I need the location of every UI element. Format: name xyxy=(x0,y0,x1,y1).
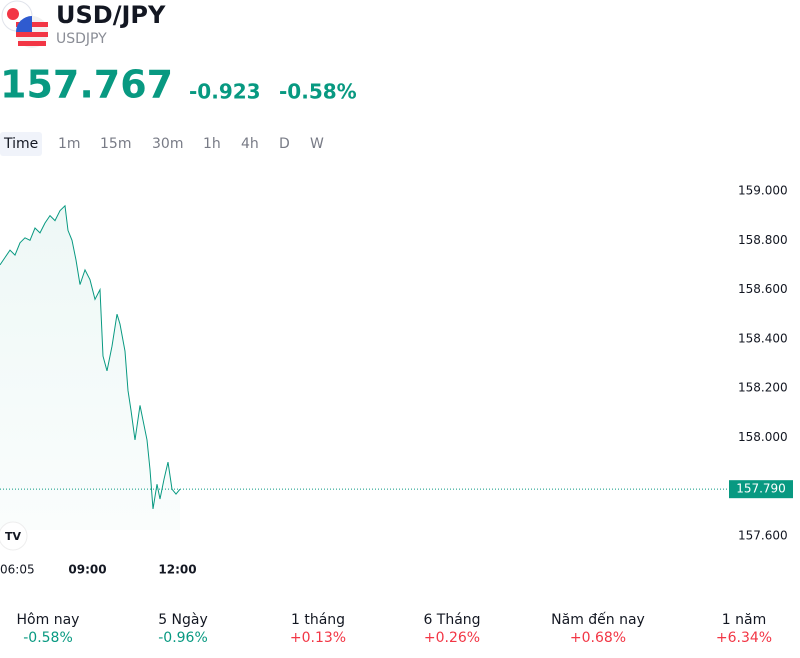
ticker: USDJPY xyxy=(56,31,107,47)
last-price-label: 157.790 xyxy=(736,482,786,496)
stat-value[interactable]: +0.26% xyxy=(424,630,480,646)
interval-button[interactable]: 4h xyxy=(241,136,259,152)
interval-button[interactable]: D xyxy=(279,136,290,152)
interval-button[interactable]: 15m xyxy=(100,136,131,152)
price: 157.767 xyxy=(0,63,173,107)
x-tick-label: 12:00 xyxy=(158,563,196,577)
y-tick-label: 158.400 xyxy=(738,331,788,345)
x-tick-label: 06:05 xyxy=(0,563,35,577)
interval-active-bg xyxy=(0,132,42,156)
y-tick-label: 157.600 xyxy=(738,529,788,543)
y-tick-label: 158.200 xyxy=(738,381,788,395)
area xyxy=(0,205,180,531)
stat-value[interactable]: -0.96% xyxy=(158,630,208,646)
stat-value[interactable]: +6.34% xyxy=(716,630,772,646)
stat-label[interactable]: Hôm nay xyxy=(17,612,80,628)
y-tick-label: 158.000 xyxy=(738,430,788,444)
change: -0.923 xyxy=(189,80,261,104)
last-price-box xyxy=(729,480,793,499)
jp-flag-dot xyxy=(7,8,19,20)
interval-button[interactable]: 1h xyxy=(203,136,221,152)
stat-label[interactable]: 1 năm xyxy=(722,612,766,628)
tv-logo: TV xyxy=(0,521,28,551)
y-tick-label: 158.600 xyxy=(738,282,788,296)
stat-label[interactable]: 1 tháng xyxy=(291,612,345,628)
svg-text:TV: TV xyxy=(5,530,22,543)
interval-button[interactable]: Time xyxy=(3,136,38,152)
y-tick-label: 159.000 xyxy=(738,184,788,198)
stat-value[interactable]: +0.68% xyxy=(570,630,626,646)
y-tick-label: 158.800 xyxy=(738,233,788,247)
x-tick-label: 09:00 xyxy=(68,563,106,577)
interval-button[interactable]: 1m xyxy=(58,136,81,152)
change-percent: -0.58% xyxy=(279,80,357,104)
stat-value[interactable]: +0.13% xyxy=(290,630,346,646)
stat-label[interactable]: Năm đến nay xyxy=(551,611,645,628)
interval-button[interactable]: W xyxy=(310,136,324,152)
symbol: USD/JPY xyxy=(56,1,166,29)
stat-label[interactable]: 6 Tháng xyxy=(423,612,480,628)
stat-label[interactable]: 5 Ngày xyxy=(158,612,208,628)
interval-button[interactable]: 30m xyxy=(152,136,183,152)
stat-value[interactable]: -0.58% xyxy=(23,630,73,646)
us-flag xyxy=(16,16,48,48)
price-line xyxy=(0,204,181,509)
